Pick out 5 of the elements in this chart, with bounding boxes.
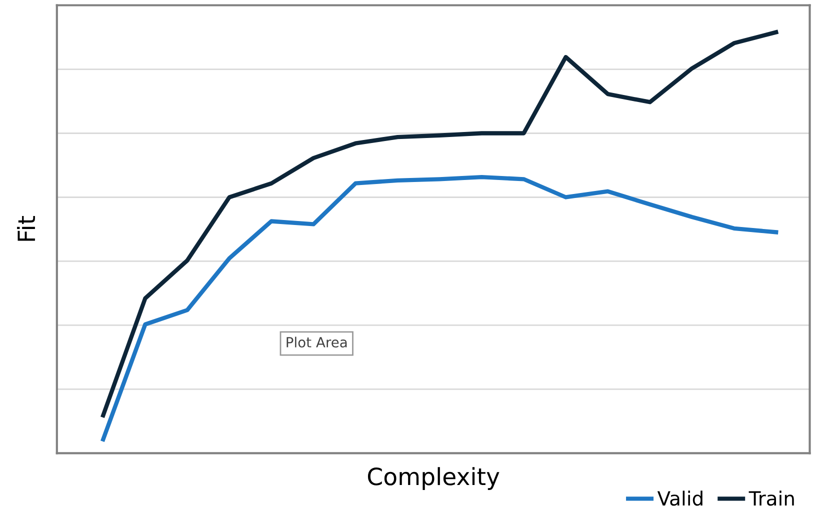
x-axis-title: Complexity	[368, 467, 500, 490]
legend-label: Valid	[657, 490, 702, 506]
legend-label: Train	[748, 490, 794, 506]
y-axis-title: Fit	[17, 216, 35, 241]
annotation: Plot Area	[286, 336, 347, 348]
